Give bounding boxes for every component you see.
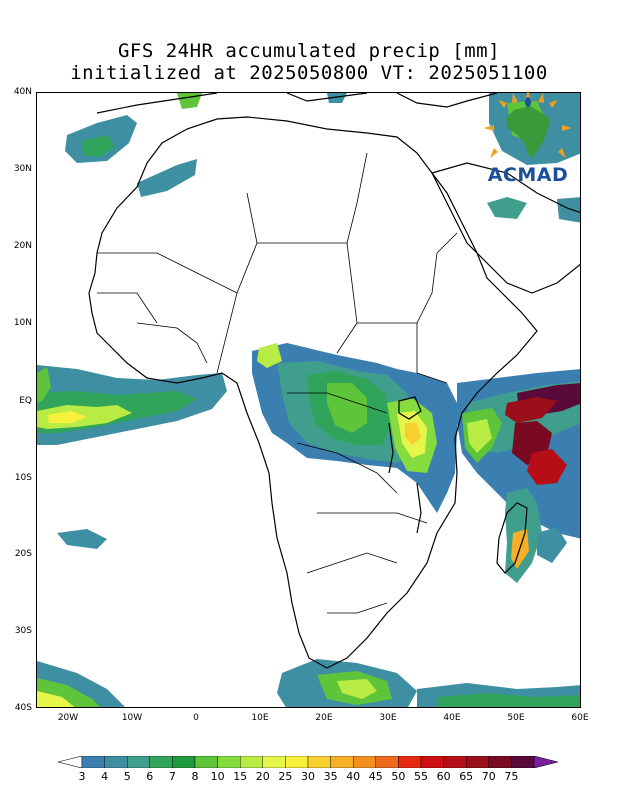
- colorbar-swatch: [375, 756, 399, 768]
- lat-label-20n: 20N: [13, 241, 32, 251]
- colorbar-swatch: [172, 756, 196, 768]
- map-title-line1: GFS 24HR accumulated precip [mm]: [117, 40, 501, 62]
- lat-label-10n: 10N: [13, 318, 32, 328]
- colorbar-label: 10: [210, 770, 225, 783]
- colorbar-swatch: [511, 756, 535, 768]
- colorbar-left-arrow: [58, 756, 83, 768]
- colorbar-label: 3: [78, 770, 86, 783]
- lon-label-10e: 10E: [251, 713, 269, 723]
- colorbar-swatch: [239, 756, 263, 768]
- colorbar-swatch: [217, 756, 241, 768]
- lat-label-20s: 20S: [14, 549, 32, 559]
- colorbar-label: 30: [301, 770, 315, 783]
- colorbar-swatch: [104, 756, 128, 768]
- acmad-logo: [484, 90, 572, 158]
- colorbar-swatch: [126, 756, 150, 768]
- colorbar-label: 70: [481, 770, 496, 783]
- africa-coastline: [88, 116, 538, 669]
- colorbar-swatch: [285, 756, 309, 768]
- lake-malawi: [416, 482, 422, 534]
- lake-victoria: [398, 396, 422, 420]
- lat-label-40s: 40S: [14, 703, 32, 713]
- colorbar-label: 15: [233, 770, 248, 783]
- acmad-sun-rays-icon: [484, 90, 572, 158]
- colorbar-label: 7: [168, 770, 176, 783]
- colorbar-label: 6: [146, 770, 154, 783]
- lon-label-20w: 20W: [57, 713, 79, 723]
- colorbar-label: 4: [101, 770, 109, 783]
- colorbar-right-arrow: [533, 756, 558, 768]
- colorbar-label: 45: [368, 770, 383, 783]
- colorbar-label: 20: [255, 770, 270, 783]
- lat-label-30n: 30N: [13, 164, 32, 174]
- africa-continent-icon: [506, 106, 550, 158]
- colorbar-swatch: [488, 756, 512, 768]
- colorbar-label: 50: [391, 770, 406, 783]
- arabia-coastline: [431, 162, 580, 294]
- colorbar-swatch: [398, 756, 422, 768]
- colorbar-swatch: [262, 756, 286, 768]
- lon-label-20e: 20E: [315, 713, 333, 723]
- colorbar-label: 55: [414, 770, 428, 783]
- colorbar-swatch: [149, 756, 173, 768]
- colorbar-label: 35: [323, 770, 338, 783]
- lake-tanganyika: [388, 422, 394, 474]
- lon-label-50e: 50E: [507, 713, 525, 723]
- map-title-line2: initialized at 2025050800 VT: 2025051100: [70, 62, 548, 84]
- lon-label-40e: 40E: [443, 713, 461, 723]
- lon-label-60e: 60E: [571, 713, 589, 723]
- raindrop-icon: [525, 97, 531, 107]
- lat-label-40n: 40N: [13, 87, 32, 97]
- lon-label-0: 0: [193, 713, 199, 723]
- lat-label-30s: 30S: [14, 626, 32, 636]
- colorbar: [58, 756, 558, 768]
- colorbar-swatch: [443, 756, 467, 768]
- colorbar-label: 25: [278, 770, 293, 783]
- lon-label-30e: 30E: [379, 713, 397, 723]
- colorbar-labels: 3 4 5 6 7 8 10 15 20 25 30 35 40 45 50 55 60 65 70 75: [0, 771, 618, 785]
- colorbar-swatch: [466, 756, 490, 768]
- colorbar-label: 40: [346, 770, 361, 783]
- lat-label-eq: EQ: [19, 396, 32, 406]
- colorbar-swatch: [353, 756, 377, 768]
- country-borders: [97, 152, 458, 614]
- europe-coastline: [96, 93, 498, 114]
- colorbar-label: 8: [191, 770, 199, 783]
- acmad-logo-text: ACMAD: [487, 164, 569, 186]
- colorbar-label: 65: [459, 770, 474, 783]
- colorbar-label: 5: [123, 770, 131, 783]
- coastlines: [88, 93, 580, 669]
- colorbar-swatch: [330, 756, 354, 768]
- lon-label-10w: 10W: [121, 713, 143, 723]
- colorbar-label: 60: [436, 770, 451, 783]
- colorbar-swatch: [420, 756, 444, 768]
- colorbar-swatch: [307, 756, 331, 768]
- lat-label-10s: 10S: [14, 473, 32, 483]
- colorbar-swatch: [81, 756, 105, 768]
- colorbar-swatch: [194, 756, 218, 768]
- madagascar-coastline: [496, 502, 528, 574]
- colorbar-label: 75: [504, 770, 519, 783]
